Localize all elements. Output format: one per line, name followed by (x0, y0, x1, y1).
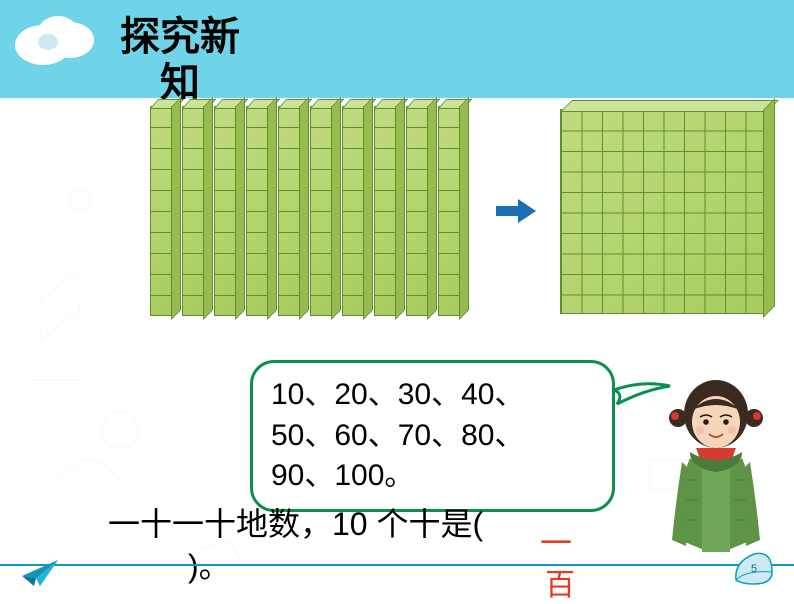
stack (438, 106, 462, 316)
stack (310, 106, 334, 316)
speech-line3: 90、100。 (271, 456, 594, 497)
stack (214, 106, 238, 316)
hundred-grid (560, 109, 765, 314)
stack (182, 106, 206, 316)
stack (342, 106, 366, 316)
girl-character (656, 370, 776, 560)
speech-line2: 50、60、70、80、 (271, 416, 594, 457)
stack (278, 106, 302, 316)
section-title: 探究新 知 (100, 14, 260, 106)
stack (246, 106, 270, 316)
page-number: 5 (751, 563, 757, 575)
arrow-right-icon (496, 199, 536, 223)
stack (374, 106, 398, 316)
sentence-prefix: 一十一十地数，10 个十是( (108, 506, 483, 542)
answer-dash: 一 (540, 518, 570, 564)
speech-line1: 10、20、30、40、 (271, 375, 594, 416)
title-line1: 探究新 (120, 15, 240, 59)
speech-bubble: 10、20、30、40、 50、60、70、80、 90、100。 (250, 360, 615, 512)
stack (150, 106, 174, 316)
page-badge: 5 (732, 548, 776, 588)
fill-sentence: 一十一十地数，10 个十是( )。 (108, 504, 483, 587)
cloud-icon (8, 10, 108, 70)
paper-plane-icon (20, 556, 62, 590)
stack (406, 106, 430, 316)
footer-line (0, 564, 794, 566)
blocks-illustration (150, 106, 765, 316)
answer-word: 百 (545, 560, 575, 604)
ten-stacks (150, 106, 462, 316)
